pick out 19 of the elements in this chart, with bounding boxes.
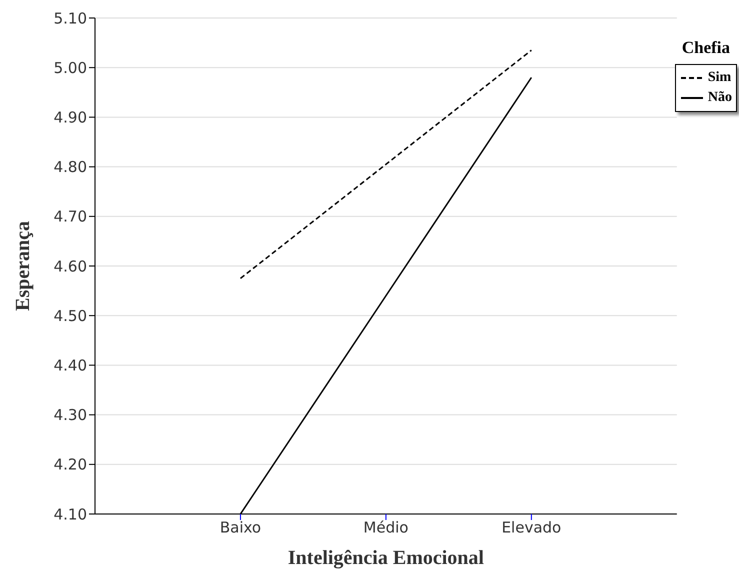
- legend-title: Chefia: [680, 38, 732, 58]
- x-tick-label: Elevado: [502, 518, 562, 537]
- y-tick-label: 4.60: [54, 257, 87, 276]
- y-tick-label: 4.30: [54, 406, 87, 424]
- y-tick-label: 4.70: [54, 208, 87, 226]
- legend-label: Sim: [706, 69, 732, 87]
- y-tick-label: 4.20: [54, 456, 87, 474]
- y-tick-label: 5.00: [54, 58, 87, 77]
- y-tick-label: 4.50: [54, 306, 87, 325]
- y-tick-label: 4.90: [54, 108, 87, 127]
- x-axis-title: Inteligência Emocional: [288, 547, 484, 569]
- legend-label: Não: [706, 89, 732, 107]
- y-tick-label: 4.40: [54, 356, 87, 375]
- y-axis-title: Esperança: [12, 221, 34, 311]
- y-tick-label: 5.10: [54, 9, 87, 28]
- x-tick-label: Baixo: [220, 518, 262, 537]
- x-tick-label: Médio: [363, 518, 408, 537]
- y-tick-label: 4.80: [54, 158, 87, 176]
- y-tick-label: 4.10: [54, 505, 87, 524]
